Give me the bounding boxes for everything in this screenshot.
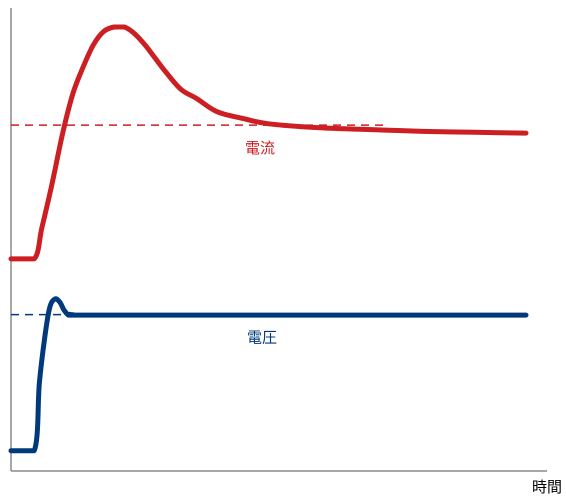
x-axis-label: 時間 [532, 478, 562, 496]
current-series-label: 電流 [245, 139, 275, 157]
reference-lines [11, 124, 385, 316]
voltage-series-line [8, 296, 529, 454]
voltage-series-label: 電圧 [247, 329, 277, 347]
current-series-line [8, 24, 529, 262]
series-lines [8, 24, 529, 454]
